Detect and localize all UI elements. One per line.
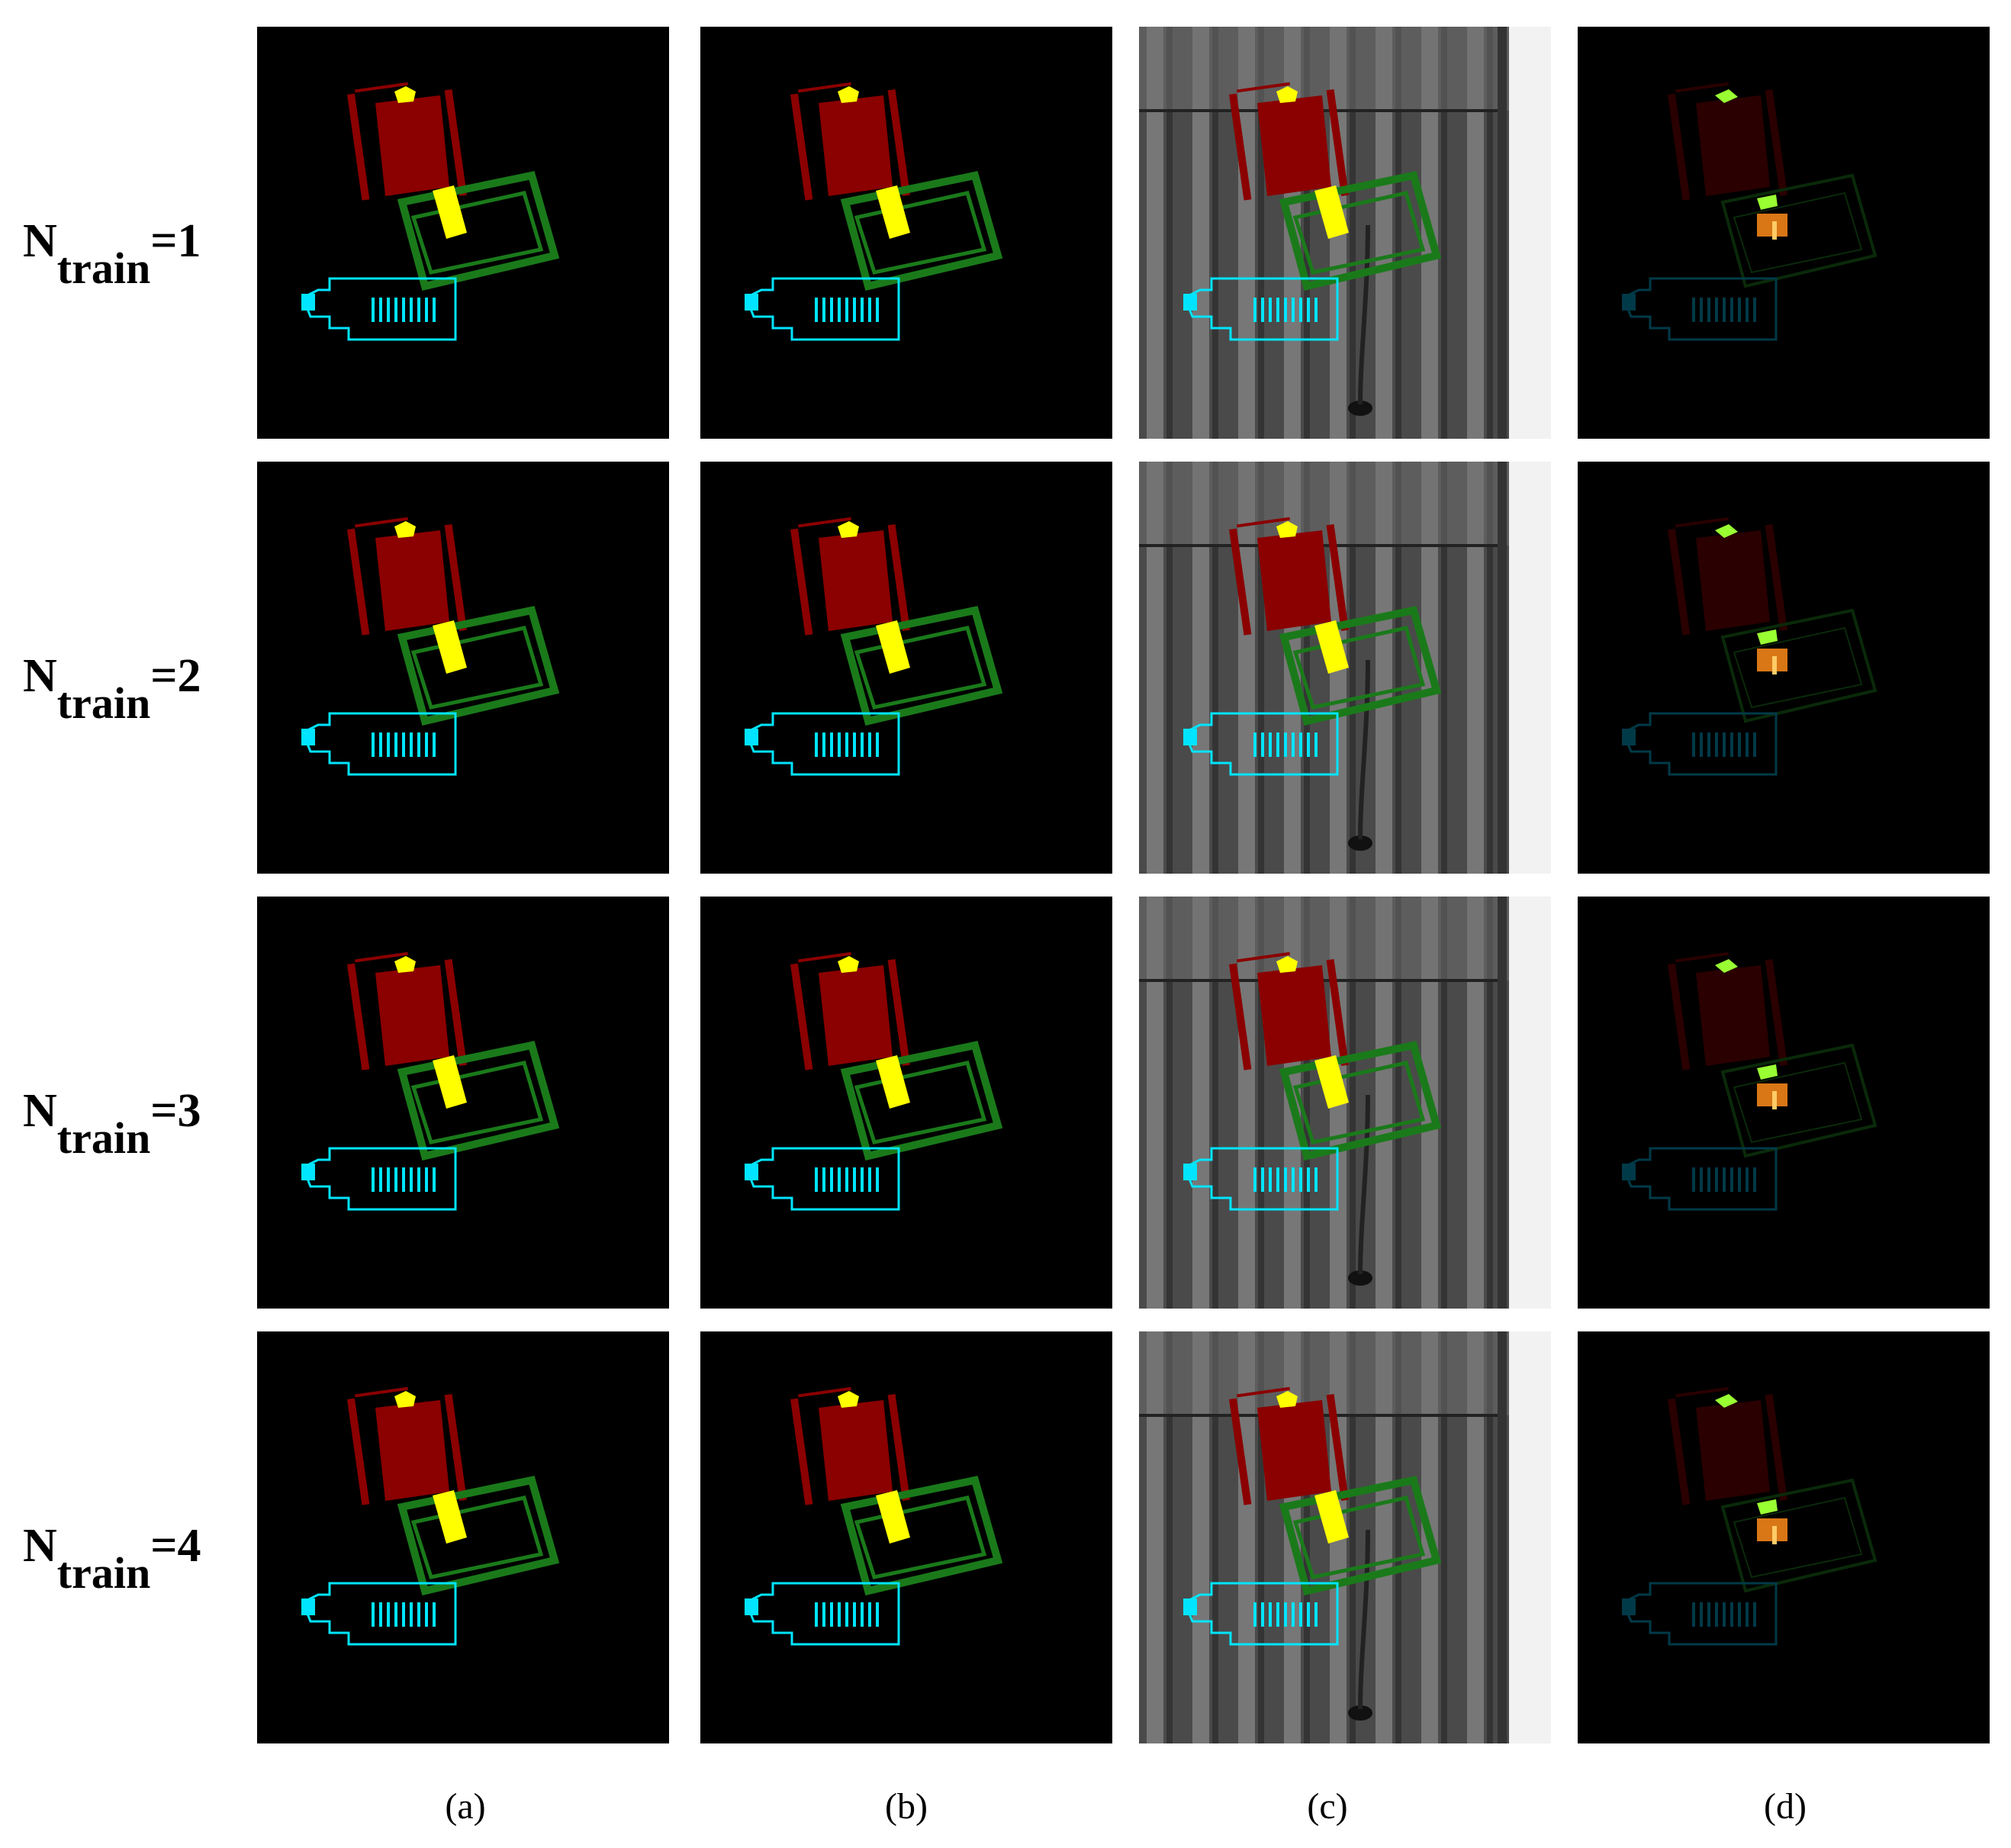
- row-label-4: N train =4: [23, 1522, 244, 1614]
- column-label-c: (c): [1307, 1786, 1348, 1827]
- row-label-1: N train =1: [23, 217, 244, 309]
- row-label-value: =1: [150, 215, 201, 267]
- segmentation-image: [1139, 27, 1551, 439]
- row-label-3: N train =3: [23, 1087, 244, 1179]
- row-label-sub: train: [56, 1548, 151, 1598]
- segmentation-image: [1622, 517, 1877, 776]
- panel-row4-cola: [257, 1331, 669, 1743]
- row-label-sub: train: [56, 678, 151, 728]
- row-label-n: N: [23, 1085, 57, 1137]
- panel-row1-colc: [1139, 27, 1551, 439]
- row-label-2: N train =2: [23, 652, 244, 744]
- row-label-n: N: [23, 1520, 57, 1572]
- panel-row4-colc: [1139, 1331, 1551, 1743]
- panel-row2-colb: [700, 462, 1112, 874]
- segmentation-image: [745, 82, 1003, 341]
- panel-row1-cola: [257, 27, 669, 439]
- segmentation-image: [1139, 1331, 1551, 1743]
- row-label-n: N: [23, 650, 57, 702]
- column-label-d: (d): [1764, 1786, 1807, 1827]
- segmentation-image: [301, 1386, 560, 1646]
- panel-row3-colb: [700, 897, 1112, 1309]
- segmentation-image: [301, 951, 560, 1211]
- row-label-sub: train: [56, 243, 151, 293]
- panel-row2-cola: [257, 462, 669, 874]
- panel-row4-cold: [1578, 1331, 1990, 1743]
- segmentation-image: [1622, 951, 1877, 1211]
- panel-row2-colc: [1139, 462, 1551, 874]
- segmentation-image: [1622, 82, 1877, 341]
- row-label-value: =3: [150, 1085, 201, 1137]
- segmentation-image: [1139, 462, 1551, 874]
- row-label-n: N: [23, 215, 57, 267]
- segmentation-image: [745, 951, 1003, 1211]
- column-label-a: (a): [445, 1786, 486, 1827]
- panel-row3-cola: [257, 897, 669, 1309]
- segmentation-image: [301, 517, 560, 776]
- row-label-value: =2: [150, 650, 201, 702]
- row-label-value: =4: [150, 1520, 201, 1572]
- segmentation-image: [745, 1386, 1003, 1646]
- segmentation-image: [745, 517, 1003, 776]
- segmentation-image: [1139, 897, 1551, 1309]
- column-label-b: (b): [885, 1786, 928, 1827]
- row-label-sub: train: [56, 1113, 151, 1163]
- panel-row2-cold: [1578, 462, 1990, 874]
- panel-row4-colb: [700, 1331, 1112, 1743]
- segmentation-image: [301, 82, 560, 341]
- panel-row1-cold: [1578, 27, 1990, 439]
- segmentation-image: [1622, 1386, 1877, 1646]
- panel-row3-colc: [1139, 897, 1551, 1309]
- panel-row3-cold: [1578, 897, 1990, 1309]
- panel-row1-colb: [700, 27, 1112, 439]
